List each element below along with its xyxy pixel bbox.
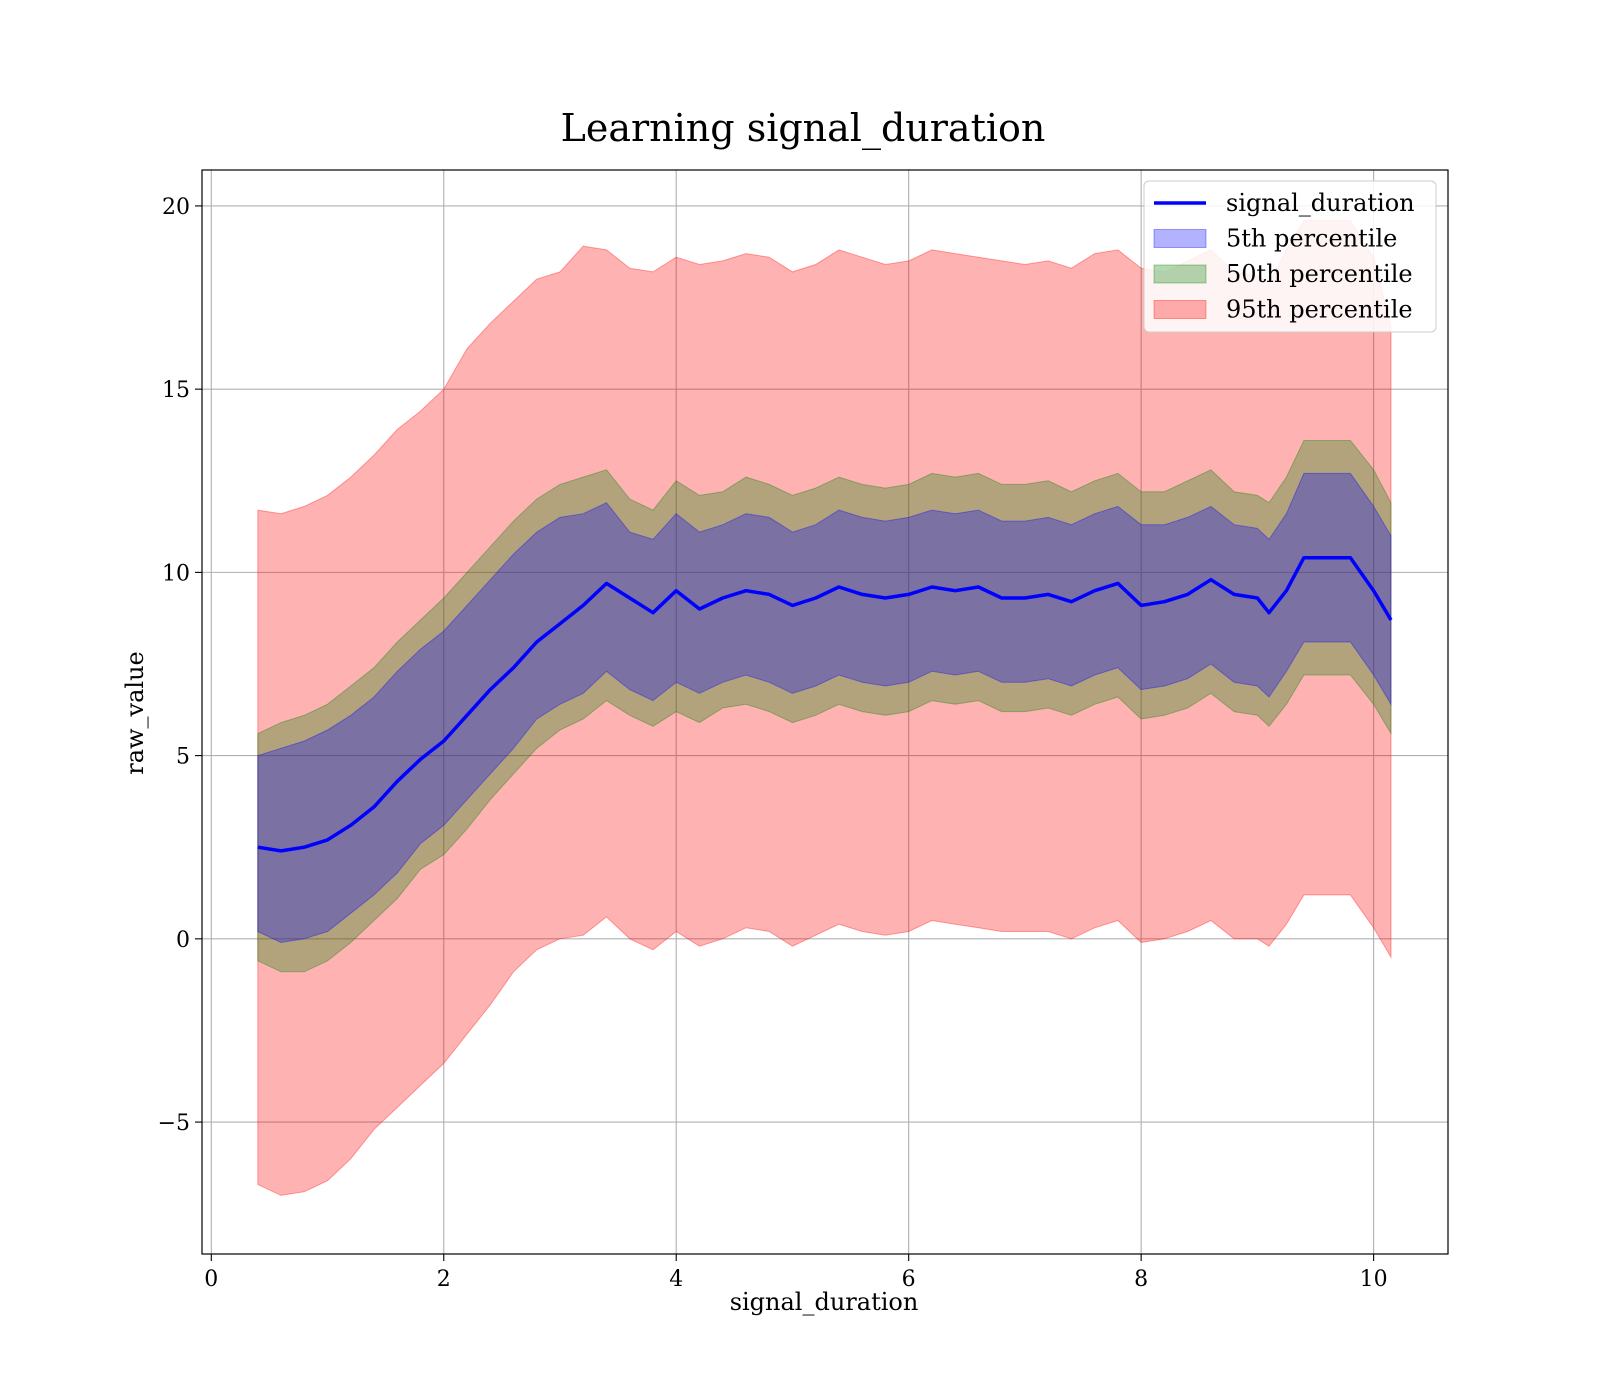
x-tick-label-5: 10 <box>1360 1267 1388 1292</box>
x-tick-label-2: 4 <box>669 1267 683 1292</box>
x-tick-label-1: 2 <box>437 1267 451 1292</box>
y-tick-label-5: 20 <box>162 195 190 220</box>
series-lines <box>257 555 1393 853</box>
legend-label-95th-percentile: 95th percentile <box>1226 296 1413 324</box>
y-tick-label-4: 15 <box>162 378 190 403</box>
legend-swatch-5th-percentile <box>1153 229 1207 248</box>
y-tick-label-3: 10 <box>162 561 190 586</box>
legend-swatch-95th-percentile <box>1153 300 1207 319</box>
band-5th-percentile <box>257 472 1392 944</box>
x-tick-label-0: 0 <box>204 1267 218 1292</box>
legend-box <box>1143 180 1437 333</box>
x-tick-label-4: 8 <box>1134 1267 1148 1292</box>
y-tick-label-1: 0 <box>176 928 190 953</box>
band-50th-percentile <box>257 440 1392 973</box>
y-tick-label-0: −5 <box>158 1111 190 1136</box>
plot-frame <box>201 169 1449 1255</box>
y-axis-ticks: −5 0 5 10 15 20 <box>158 195 202 1136</box>
grid-lines <box>202 170 1448 1254</box>
percentile-bands <box>257 220 1392 1196</box>
x-axis-label: signal_duration <box>730 1288 919 1316</box>
x-tick-label-3: 6 <box>902 1267 916 1292</box>
line-signal_duration <box>257 555 1393 853</box>
legend-label-signal_duration: signal_duration <box>1226 189 1415 217</box>
band-95th-percentile <box>257 220 1392 1196</box>
legend: signal_duration 5th percentile 50th percen… <box>1143 180 1437 333</box>
legend-label-5th-percentile: 5th percentile <box>1226 225 1397 253</box>
chart-title: Learning signal_duration <box>561 106 1046 151</box>
legend-label-50th-percentile: 50th percentile <box>1226 260 1413 288</box>
x-axis-ticks: 0 2 4 6 8 10 <box>204 1254 1388 1292</box>
legend-swatch-50th-percentile <box>1153 264 1207 284</box>
y-axis-label: raw_value <box>121 651 149 775</box>
y-tick-label-2: 5 <box>176 745 190 770</box>
